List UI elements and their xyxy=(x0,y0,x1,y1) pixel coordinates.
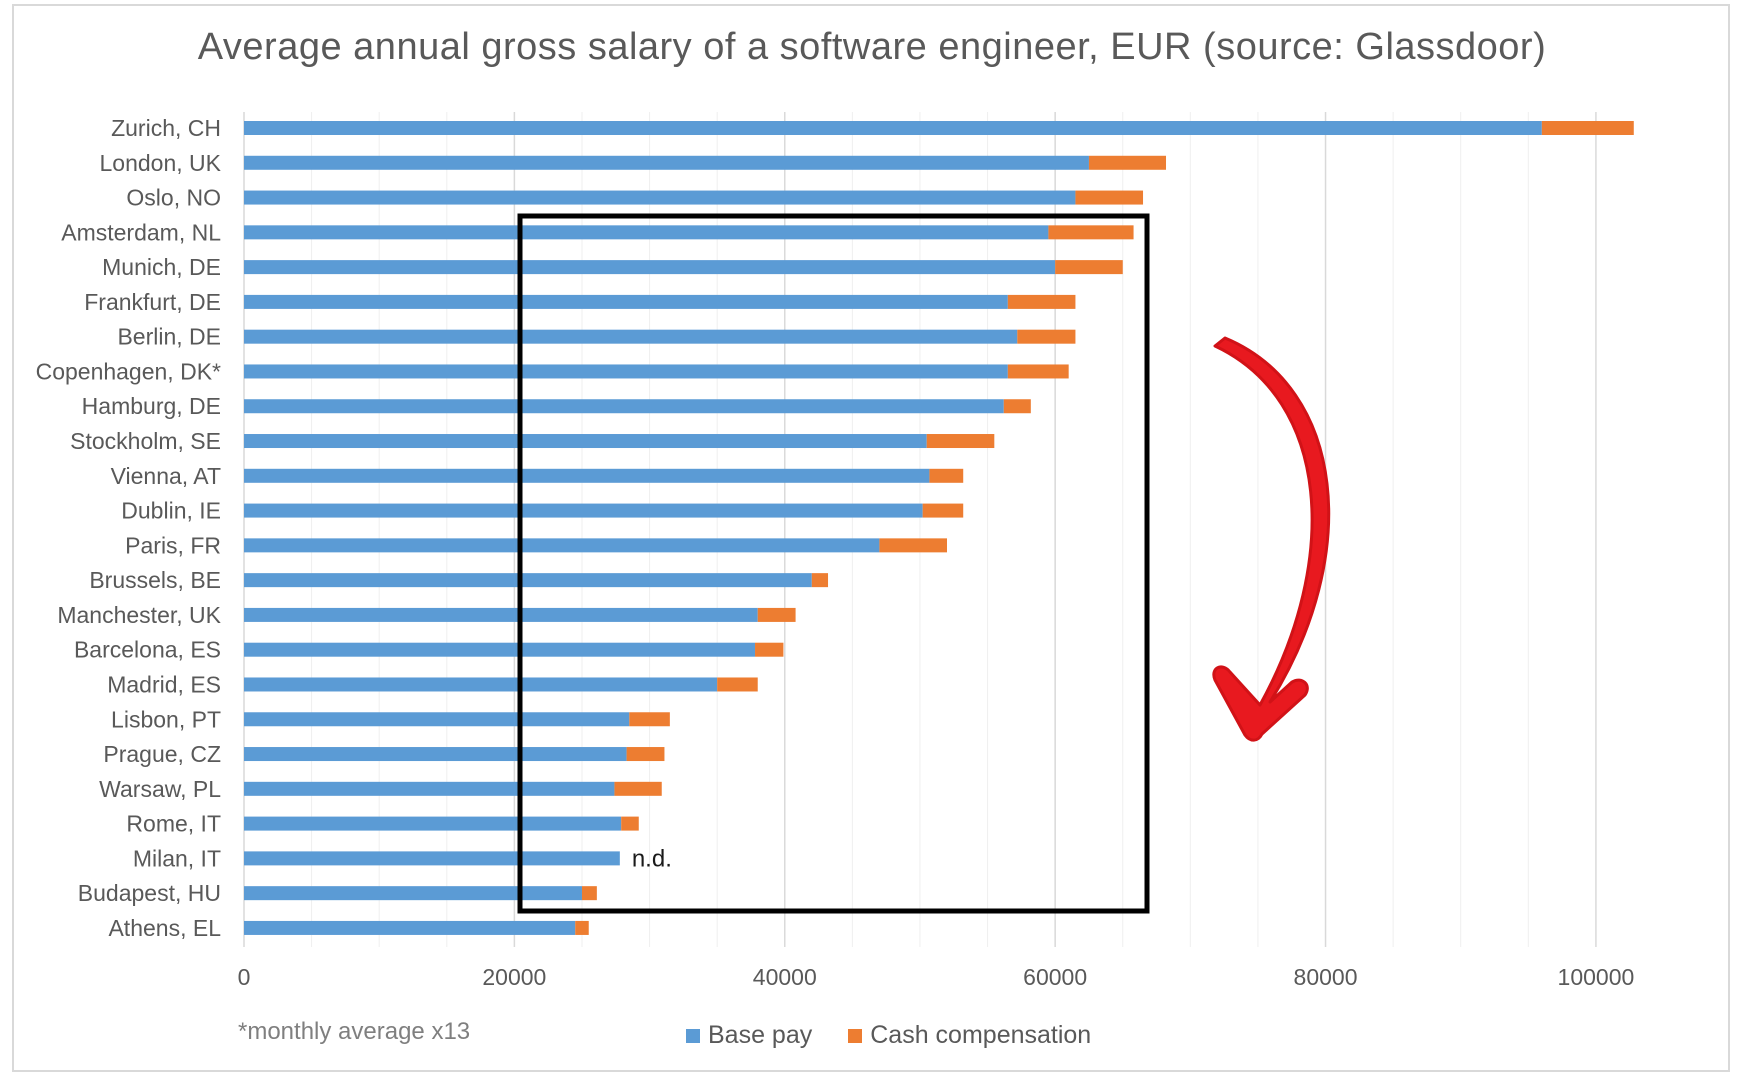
x-tick-label: 20000 xyxy=(482,964,546,990)
bar-cash-compensation-stockholm-se xyxy=(926,434,995,449)
bar-cash-compensation-rome-it xyxy=(621,816,639,831)
y-tick-label-madrid-es: Madrid, ES xyxy=(107,671,221,697)
bar-base-pay-brussels-be xyxy=(244,573,812,588)
bar-base-pay-athens-el xyxy=(244,920,576,935)
bar-cash-compensation-amsterdam-nl xyxy=(1048,225,1134,240)
bar-base-pay-hamburg-de xyxy=(244,399,1004,414)
bar-base-pay-berlin-de xyxy=(244,329,1018,344)
y-tick-label-manchester-uk: Manchester, UK xyxy=(57,602,221,628)
bar-cash-compensation-copenhagen-dk xyxy=(1007,364,1069,379)
x-tick-label: 100000 xyxy=(1558,964,1635,990)
legend-label-cash-compensation: Cash compensation xyxy=(870,1021,1092,1049)
x-tick-label: 40000 xyxy=(753,964,817,990)
annotation-milan-it: n.d. xyxy=(632,845,672,872)
legend-label-base-pay: Base pay xyxy=(708,1021,813,1049)
y-tick-label-copenhagen-dk: Copenhagen, DK* xyxy=(36,358,221,384)
bar-base-pay-madrid-es xyxy=(244,677,718,692)
y-tick-label-athens-el: Athens, EL xyxy=(108,915,221,941)
bar-cash-compensation-munich-de xyxy=(1055,260,1123,275)
bar-base-pay-stockholm-se xyxy=(244,434,927,449)
bar-base-pay-prague-cz xyxy=(244,747,627,762)
y-tick-label-rome-it: Rome, IT xyxy=(126,811,221,837)
y-tick-label-london-uk: London, UK xyxy=(100,150,222,176)
bar-cash-compensation-barcelona-es xyxy=(755,642,784,657)
y-tick-label-hamburg-de: Hamburg, DE xyxy=(82,393,221,419)
bar-cash-compensation-berlin-de xyxy=(1017,329,1076,344)
y-tick-label-budapest-hu: Budapest, HU xyxy=(78,880,221,906)
y-tick-label-amsterdam-nl: Amsterdam, NL xyxy=(61,219,221,245)
highlight-box xyxy=(517,213,1150,914)
bar-cash-compensation-lisbon-pt xyxy=(629,712,670,727)
bar-base-pay-copenhagen-dk xyxy=(244,364,1008,379)
bar-cash-compensation-oslo-no xyxy=(1075,190,1144,205)
bar-base-pay-barcelona-es xyxy=(244,642,756,657)
bar-base-pay-manchester-uk xyxy=(244,607,758,622)
y-tick-label-barcelona-es: Barcelona, ES xyxy=(74,637,221,663)
bar-base-pay-oslo-no xyxy=(244,190,1076,205)
bar-base-pay-rome-it xyxy=(244,816,622,831)
bar-cash-compensation-dublin-ie xyxy=(922,503,964,518)
legend: Base pay Cash compensation xyxy=(686,1021,1091,1050)
chart-title: Average annual gross salary of a softwar… xyxy=(197,26,1547,68)
y-tick-label-paris-fr: Paris, FR xyxy=(125,532,221,558)
bar-cash-compensation-athens-el xyxy=(575,920,589,935)
y-tick-label-berlin-de: Berlin, DE xyxy=(117,324,221,350)
legend-swatch-base-pay xyxy=(686,1028,700,1043)
y-tick-label-zurich-ch: Zurich, CH xyxy=(111,115,221,141)
bar-base-pay-london-uk xyxy=(244,155,1089,170)
bar-cash-compensation-prague-cz xyxy=(626,747,665,762)
bar-cash-compensation-london-uk xyxy=(1088,155,1167,170)
bar-base-pay-milan-it xyxy=(244,851,620,866)
y-tick-label-warsaw-pl: Warsaw, PL xyxy=(99,776,221,802)
bar-cash-compensation-frankfurt-de xyxy=(1007,294,1076,309)
red-arrow xyxy=(1212,336,1331,742)
y-tick-label-brussels-be: Brussels, BE xyxy=(89,567,221,593)
bar-cash-compensation-zurich-ch xyxy=(1541,121,1634,135)
y-tick-label-prague-cz: Prague, CZ xyxy=(103,741,221,767)
bar-base-pay-dublin-ie xyxy=(244,503,923,518)
x-tick-label: 0 xyxy=(238,964,251,990)
footnote: *monthly average x13 xyxy=(238,1018,471,1045)
bar-cash-compensation-budapest-hu xyxy=(581,886,597,901)
y-tick-label-stockholm-se: Stockholm, SE xyxy=(70,428,221,454)
bar-base-pay-munich-de xyxy=(244,260,1056,275)
bar-cash-compensation-vienna-at xyxy=(929,468,964,483)
bar-base-pay-vienna-at xyxy=(244,468,930,483)
y-tick-label-frankfurt-de: Frankfurt, DE xyxy=(84,289,221,315)
bar-cash-compensation-warsaw-pl xyxy=(614,781,662,796)
legend-item-base-pay: Base pay xyxy=(686,1021,812,1050)
bar-base-pay-budapest-hu xyxy=(244,886,582,901)
bar-cash-compensation-manchester-uk xyxy=(757,607,796,622)
x-tick-label: 80000 xyxy=(1294,964,1358,990)
y-tick-label-munich-de: Munich, DE xyxy=(102,254,221,280)
bar-cash-compensation-madrid-es xyxy=(717,677,758,692)
bar-base-pay-zurich-ch xyxy=(244,121,1542,135)
bar-cash-compensation-hamburg-de xyxy=(1003,399,1031,414)
bar-base-pay-frankfurt-de xyxy=(244,294,1008,309)
bar-cash-compensation-brussels-be xyxy=(811,573,829,588)
y-tick-label-lisbon-pt: Lisbon, PT xyxy=(111,706,221,732)
x-tick-label: 60000 xyxy=(1023,964,1087,990)
bar-cash-compensation-paris-fr xyxy=(879,538,947,553)
bar-base-pay-lisbon-pt xyxy=(244,712,630,727)
bar-base-pay-warsaw-pl xyxy=(244,781,615,796)
bar-base-pay-amsterdam-nl xyxy=(244,225,1049,240)
y-tick-label-milan-it: Milan, IT xyxy=(133,845,221,871)
y-tick-label-vienna-at: Vienna, AT xyxy=(111,463,221,489)
legend-swatch-cash-compensation xyxy=(848,1028,863,1043)
y-tick-label-dublin-ie: Dublin, IE xyxy=(121,498,221,524)
bar-base-pay-paris-fr xyxy=(244,538,880,553)
legend-item-cash-compensation: Cash compensation xyxy=(848,1021,1091,1050)
y-tick-label-oslo-no: Oslo, NO xyxy=(126,185,221,211)
